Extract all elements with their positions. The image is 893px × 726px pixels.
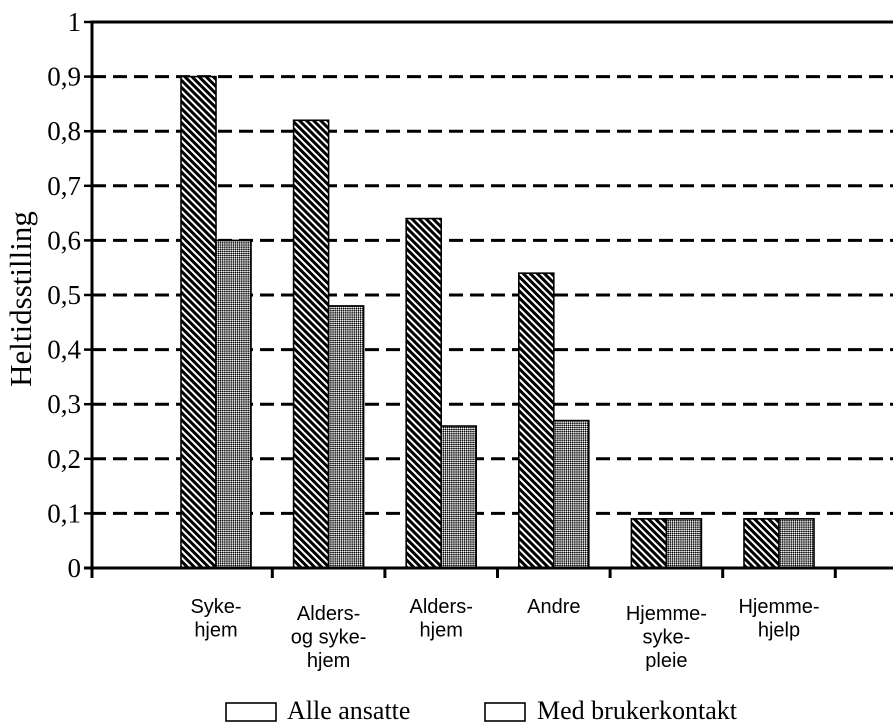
y-tick-label: 0,5	[47, 280, 81, 310]
category-label-line: hjem	[194, 620, 237, 642]
y-tick-label: 0	[68, 553, 82, 583]
bar-med-brukerkontakt-3	[552, 419, 590, 569]
bars	[180, 75, 815, 569]
y-axis-label: Heltidsstilling	[3, 211, 38, 387]
y-tick-label: 0,4	[47, 335, 81, 365]
bar-med-brukerkontakt-1	[327, 305, 365, 569]
category-label-line: syke-	[643, 627, 691, 649]
y-tick-label: 0,2	[47, 444, 81, 474]
bar-alle-ansatte-2	[405, 217, 443, 569]
category-label-3: Andre	[527, 596, 580, 618]
category-label-line: Alders-	[410, 596, 473, 618]
bar-alle-ansatte-1	[292, 119, 330, 569]
category-label-line: Syke-	[190, 596, 241, 618]
category-label-line: Andre	[527, 596, 580, 618]
category-label-line: Hjemme-	[738, 596, 819, 618]
bar-med-brukerkontakt-0	[215, 239, 252, 569]
bar-med-brukerkontakt-4	[665, 518, 703, 569]
y-tick-label: 0,9	[47, 62, 81, 92]
legend-swatch-alle-ansatte	[225, 702, 277, 722]
bar-alle-ansatte-0	[180, 75, 217, 569]
category-label-line: og syke-	[291, 627, 367, 649]
y-tick-label: 0,7	[47, 171, 81, 201]
category-label-line: hjem	[307, 650, 350, 672]
y-tick-label: 1	[68, 7, 82, 37]
legend-swatch-med-brukerkontakt	[484, 702, 526, 722]
bar-med-brukerkontakt-2	[440, 425, 478, 569]
axes	[84, 20, 893, 578]
bar-med-brukerkontakt-5	[778, 518, 815, 569]
category-label-line: hjelp	[758, 620, 800, 642]
category-label-2: Alders-hjem	[410, 596, 473, 642]
category-label-line: Hjemme-	[626, 603, 707, 625]
category-label-4: Hjemme-syke-pleie	[626, 603, 707, 672]
category-label-5: Hjemme-hjelp	[738, 596, 819, 642]
y-tick-label: 0,8	[47, 116, 81, 146]
bar-alle-ansatte-3	[517, 272, 555, 569]
legend-label-med-brukerkontakt: Med brukerkontakt	[537, 696, 738, 725]
legend-label-alle-ansatte: Alle ansatte	[287, 696, 410, 725]
y-ticks: 0 0,1 0,2 0,3 0,4 0,5 0,6 0,7 0,8 0,9 1	[47, 7, 92, 583]
category-label-line: pleie	[645, 650, 687, 672]
category-label-line: Alders-	[297, 603, 360, 625]
category-label-line: hjem	[420, 620, 463, 642]
category-label-1: Alders-og syke-hjem	[291, 603, 367, 672]
y-tick-label: 0,1	[47, 498, 81, 528]
bar-alle-ansatte-4	[630, 518, 668, 569]
x-ticks	[270, 568, 837, 578]
y-tick-label: 0,6	[47, 225, 81, 255]
bar-alle-ansatte-5	[743, 518, 780, 569]
y-tick-label: 0,3	[47, 389, 81, 419]
legend: Alle ansatte Med brukerkontakt	[225, 696, 738, 725]
category-label-0: Syke-hjem	[190, 596, 241, 642]
